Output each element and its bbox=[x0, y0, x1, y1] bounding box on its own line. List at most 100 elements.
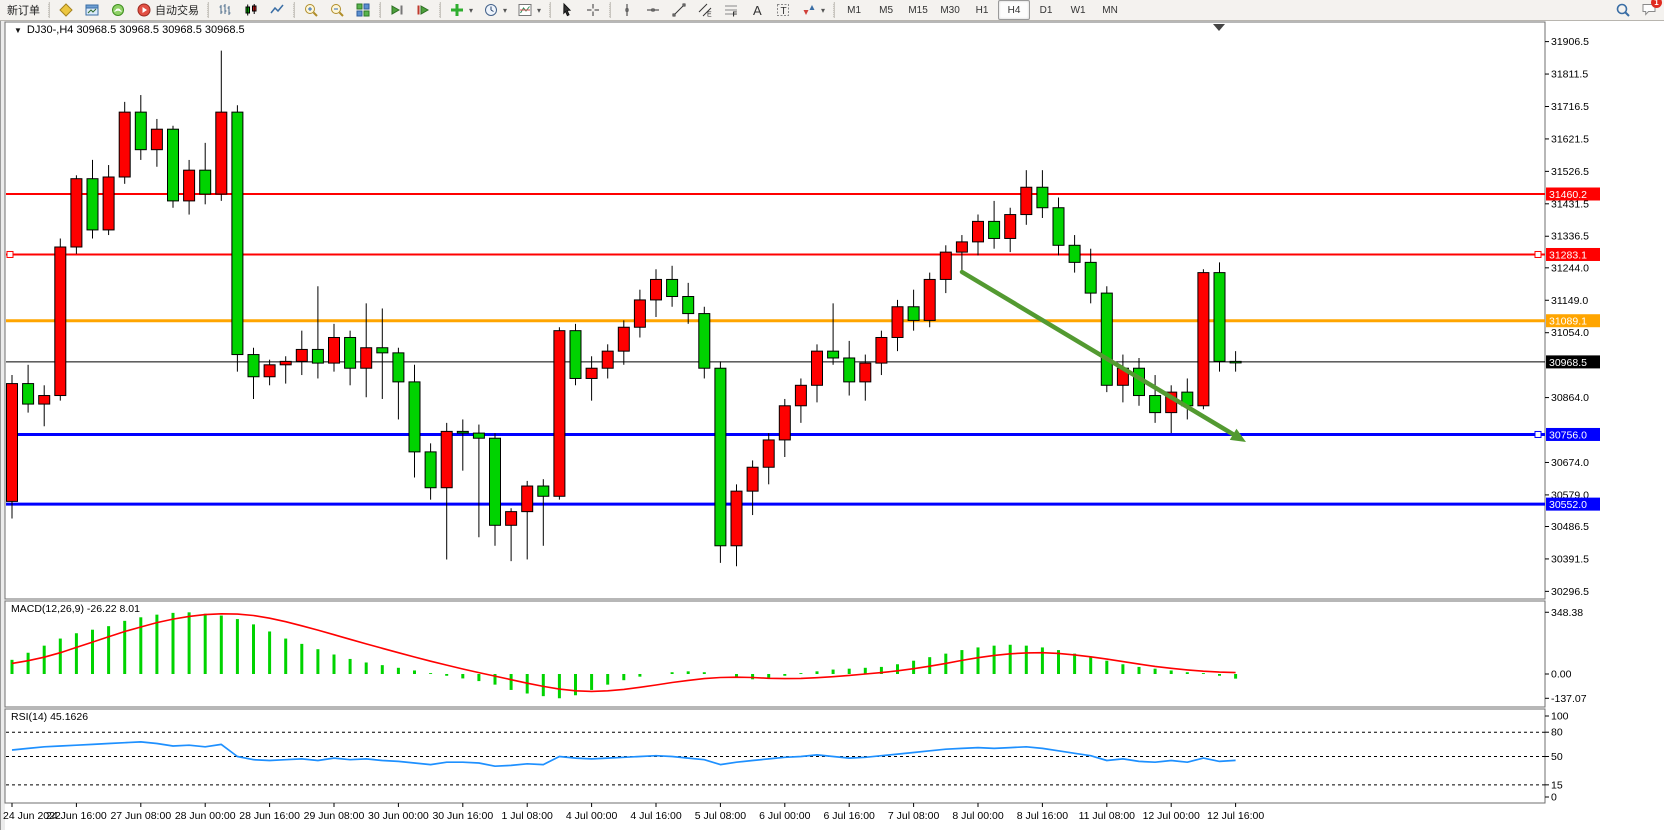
indicators-button[interactable]: ▾ bbox=[444, 0, 478, 20]
candlestick bbox=[456, 430, 469, 434]
price-badge-label: 30552.0 bbox=[1549, 499, 1587, 511]
price-tick-label: 31336.5 bbox=[1551, 231, 1589, 243]
timeframe-button-d1[interactable]: D1 bbox=[1039, 4, 1053, 16]
candlestick bbox=[134, 111, 147, 151]
notifications-button[interactable]: 1 bbox=[1636, 0, 1662, 20]
zoom-out-button[interactable] bbox=[324, 0, 350, 20]
candlestick bbox=[1229, 360, 1242, 364]
price-tick-label: 31716.5 bbox=[1551, 101, 1589, 113]
candlestick bbox=[811, 350, 823, 386]
arrows-button[interactable]: ▾ bbox=[796, 0, 830, 20]
timeframe-button-m1[interactable]: M1 bbox=[847, 4, 862, 16]
candlestick bbox=[778, 405, 791, 441]
templates-button[interactable]: ▾ bbox=[512, 0, 546, 20]
crosshair-button[interactable] bbox=[580, 0, 606, 20]
metaeditor-button[interactable] bbox=[53, 0, 79, 20]
candlestick-chart-button[interactable] bbox=[238, 0, 264, 20]
candlestick bbox=[199, 169, 212, 195]
price-badge-label: 30756.0 bbox=[1549, 429, 1587, 441]
new-chart-button[interactable] bbox=[79, 0, 105, 20]
timeframe-button-h4[interactable]: H4 bbox=[998, 0, 1031, 20]
chart-shift-marker[interactable] bbox=[1213, 24, 1225, 31]
new-order-button-label: 新订单 bbox=[7, 5, 40, 17]
line-chart-button[interactable] bbox=[264, 0, 290, 20]
macd-signal-line bbox=[11, 612, 1236, 693]
chevron-down-icon: ▾ bbox=[469, 5, 474, 15]
chevron-down-icon: ▾ bbox=[821, 5, 826, 15]
one-click-trading-toggle[interactable]: ▼ bbox=[14, 25, 22, 35]
chevron-down-icon: ▾ bbox=[503, 5, 508, 15]
candlestick bbox=[1213, 272, 1226, 362]
toolbar-separator bbox=[833, 2, 836, 18]
rsi-indicator-label: RSI(14) 45.1626 bbox=[11, 711, 89, 723]
chevron-down-icon: ▾ bbox=[537, 5, 542, 15]
text-label-button[interactable]: T bbox=[770, 0, 796, 20]
timeframe-button-m30[interactable]: M30 bbox=[940, 4, 960, 16]
candlestick bbox=[762, 439, 775, 468]
cursor-button[interactable] bbox=[554, 0, 580, 20]
crosshair-icon bbox=[587, 4, 600, 16]
signals-button[interactable] bbox=[105, 0, 131, 20]
line-handle[interactable] bbox=[1534, 250, 1542, 258]
candlestick bbox=[489, 437, 501, 526]
price-badge: 30756.0 bbox=[1546, 427, 1600, 441]
macd-panel[interactable] bbox=[4, 600, 1546, 708]
candlestick bbox=[617, 326, 630, 352]
periods-button[interactable]: ▾ bbox=[478, 0, 512, 20]
auto-scroll-button[interactable] bbox=[384, 0, 410, 20]
timeframe-button-h1[interactable]: H1 bbox=[975, 4, 989, 16]
time-tick-label: 8 Jul 00:00 bbox=[952, 810, 1004, 822]
candlestick bbox=[585, 367, 598, 379]
candlestick bbox=[907, 306, 920, 321]
vertical-line-button[interactable] bbox=[614, 0, 640, 20]
price-scale[interactable]: 31906.5 31811.5 31716.5 31621.5 31526.5 31431… bbox=[1545, 36, 1589, 804]
candlestick bbox=[102, 176, 115, 231]
tile-windows-button[interactable] bbox=[350, 0, 376, 20]
timeframe-button-m5[interactable]: M5 bbox=[879, 4, 894, 16]
candlestick bbox=[6, 383, 18, 502]
text-button[interactable]: A bbox=[744, 0, 770, 20]
candlestick bbox=[923, 278, 936, 321]
candlestick bbox=[794, 384, 807, 407]
chart-shift-button[interactable] bbox=[410, 0, 436, 20]
hline-31283.1[interactable] bbox=[6, 250, 1545, 258]
candlestick bbox=[569, 330, 582, 379]
new-order-button[interactable]: 新订单 bbox=[2, 0, 45, 20]
line-handle[interactable] bbox=[1534, 430, 1542, 438]
autotrading-button[interactable]: 自动交易 bbox=[131, 0, 204, 20]
time-tick-label: 4 Jul 16:00 bbox=[630, 810, 682, 822]
rsi-tick-label: 50 bbox=[1551, 751, 1563, 763]
equidistant-channel-button[interactable]: E bbox=[692, 0, 718, 20]
bar-chart-button[interactable] bbox=[212, 0, 238, 20]
price-tick-label: 31149.0 bbox=[1551, 295, 1588, 307]
trendline-button[interactable] bbox=[666, 0, 692, 20]
candlestick bbox=[263, 364, 276, 378]
price-tick-label: 30391.5 bbox=[1551, 553, 1589, 565]
time-tick-label: 24 Jun 16:00 bbox=[46, 810, 107, 822]
price-badge: 31283.1 bbox=[1546, 247, 1600, 261]
timeframe-button-mn[interactable]: MN bbox=[1102, 4, 1118, 16]
price-tick-label: 31811.5 bbox=[1551, 69, 1588, 81]
search-button[interactable] bbox=[1610, 0, 1636, 20]
timeframe-button-m15[interactable]: M15 bbox=[908, 4, 928, 16]
line-handle[interactable] bbox=[6, 250, 14, 258]
candlestick bbox=[215, 111, 228, 195]
price-badge-label: 31089.1 bbox=[1549, 316, 1587, 328]
candlestick bbox=[472, 432, 485, 439]
zoom-in-button[interactable] bbox=[298, 0, 324, 20]
fibonacci-button[interactable]: F bbox=[718, 0, 744, 20]
candlestick bbox=[1020, 186, 1033, 216]
candlestick bbox=[601, 350, 614, 369]
trend-arrow[interactable] bbox=[959, 269, 1246, 442]
template-icon bbox=[518, 4, 532, 16]
rsi-layer bbox=[6, 731, 1545, 786]
svg-text:A: A bbox=[753, 3, 762, 18]
candlestick bbox=[843, 357, 856, 383]
horizontal-line-button[interactable] bbox=[640, 0, 666, 20]
candlestick bbox=[183, 169, 196, 202]
channel-icon: E bbox=[698, 3, 712, 18]
candlestick bbox=[424, 451, 437, 489]
timeframe-button-w1[interactable]: W1 bbox=[1070, 4, 1086, 16]
